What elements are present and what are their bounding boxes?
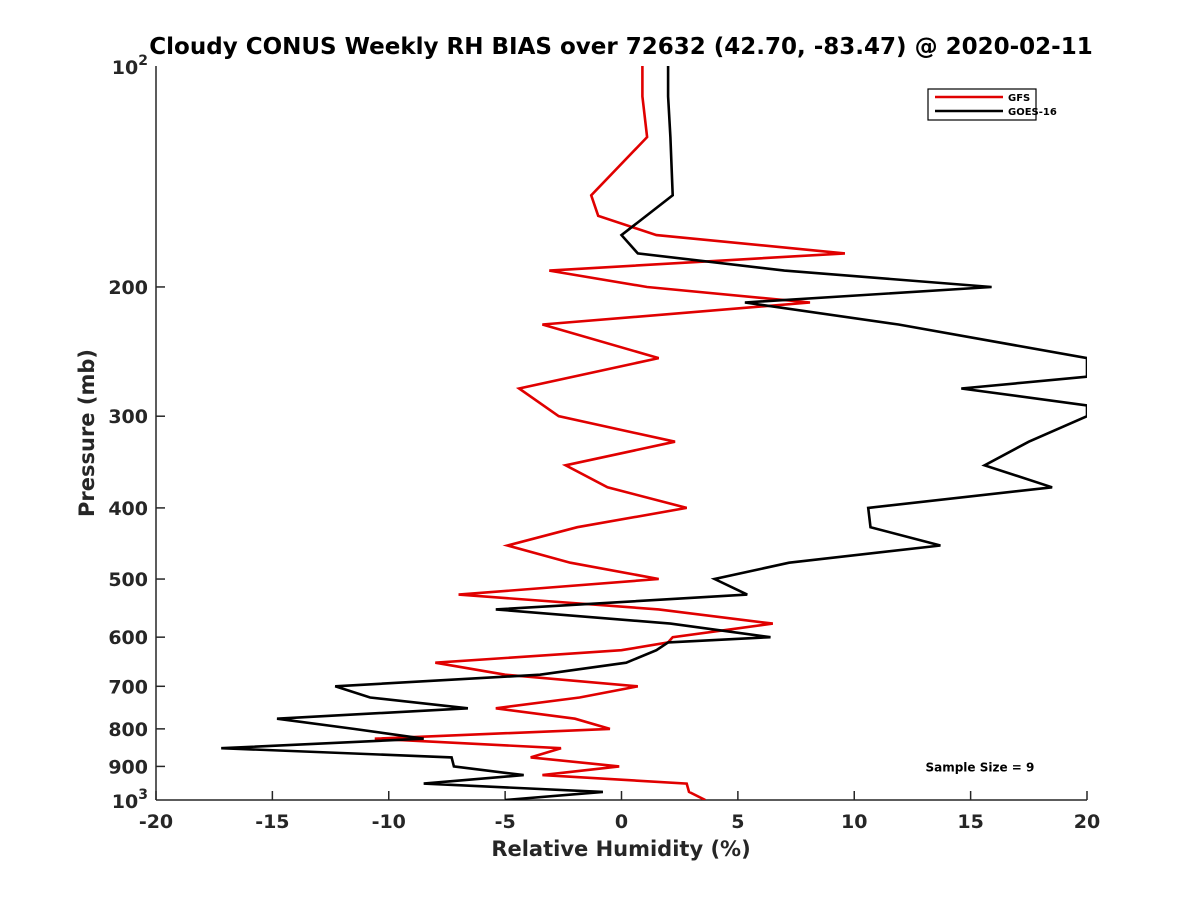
- x-tick-label: -10: [372, 811, 406, 833]
- y-tick-label: 800: [108, 719, 148, 741]
- sample-size-annotation: Sample Size = 9: [925, 760, 1034, 774]
- y-ticks: 200 300 400 500 600 700 800 900 102 103: [108, 53, 165, 813]
- y-tick-label: 200: [108, 277, 148, 299]
- y-tick-label-power: 103: [112, 787, 148, 813]
- x-tick-label: -15: [255, 811, 289, 833]
- x-tick-label: 20: [1074, 811, 1100, 833]
- chart-title: Cloudy CONUS Weekly RH BIAS over 72632 (…: [149, 34, 1092, 60]
- x-tick-label: 15: [957, 811, 983, 833]
- y-tick-label: 700: [108, 676, 148, 698]
- legend-label-goes16: GOES-16: [1008, 107, 1057, 118]
- y-tick-label: 900: [108, 756, 148, 778]
- series-layer: [221, 66, 1087, 800]
- series-line-goes-16: [221, 66, 1087, 800]
- x-tick-label: -5: [495, 811, 516, 833]
- x-tick-label: 0: [615, 811, 628, 833]
- legend-label-gfs: GFS: [1008, 93, 1030, 104]
- x-tick-label: 10: [841, 811, 867, 833]
- y-tick-label: 400: [108, 498, 148, 520]
- x-axis-label: Relative Humidity (%): [491, 837, 750, 861]
- x-tick-label: -20: [139, 811, 173, 833]
- legend-box: [927, 88, 1037, 121]
- legend: GFS GOES-16: [927, 88, 1057, 121]
- y-axis-label: Pressure (mb): [75, 349, 99, 517]
- y-tick-label: 600: [108, 627, 148, 649]
- y-tick-label-power: 102: [112, 53, 148, 79]
- y-tick-label: 500: [108, 569, 148, 591]
- y-tick-label: 300: [108, 406, 148, 428]
- x-ticks: -20 -15 -10 -5 0 5 10 15 20: [139, 791, 1100, 833]
- series-line-gfs: [374, 66, 846, 800]
- x-tick-label: 5: [731, 811, 744, 833]
